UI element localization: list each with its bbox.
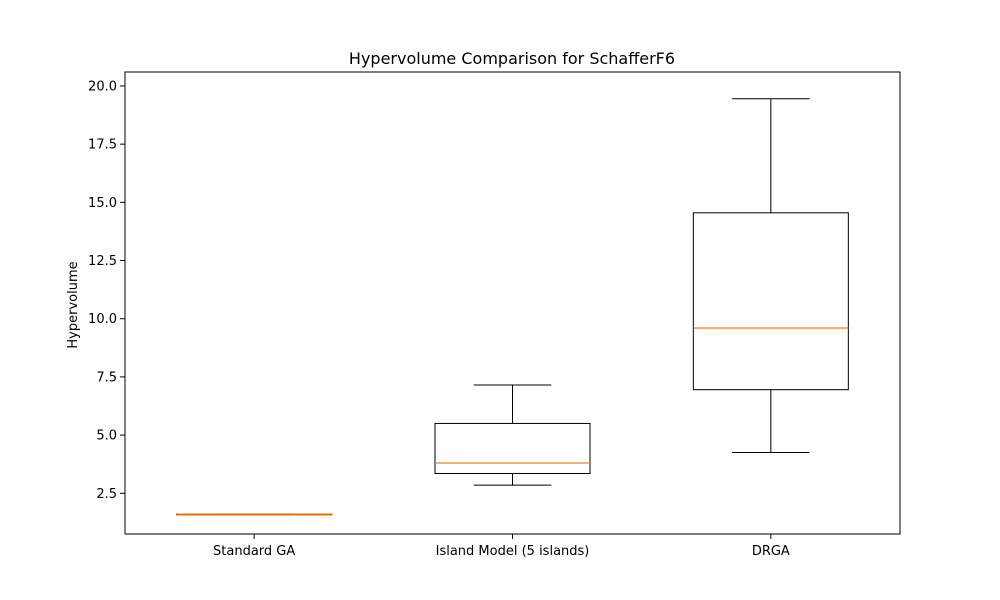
y-tick-label: 20.0 (88, 79, 117, 94)
x-tick-label: DRGA (752, 544, 790, 559)
x-tick-label: Island Model (5 islands) (436, 544, 590, 559)
y-axis-label: Hypervolume (66, 261, 81, 348)
plot-area-frame (124, 71, 901, 535)
box-group (176, 513, 333, 516)
box (692, 212, 849, 391)
y-tick-label: 2.5 (96, 487, 117, 502)
chart-title: Hypervolume Comparison for SchafferF6 (349, 49, 675, 68)
y-tick-label: 5.0 (96, 429, 117, 444)
box-group (692, 98, 849, 454)
y-tick-label: 17.5 (88, 138, 117, 153)
box-group (434, 384, 591, 486)
y-axis: 2.5 5.0 7.5 10.0 12.5 15.0 17.5 20.0 (88, 79, 125, 502)
y-tick-label: 10.0 (88, 312, 117, 327)
box (434, 422, 591, 474)
box-series (176, 98, 849, 516)
x-axis: Standard GA Island Model (5 islands) DRGA (213, 534, 790, 559)
y-tick-label: 7.5 (96, 370, 117, 385)
y-tick-label: 12.5 (88, 254, 117, 269)
x-tick-label: Standard GA (213, 544, 295, 559)
y-tick-label: 15.0 (88, 196, 117, 211)
